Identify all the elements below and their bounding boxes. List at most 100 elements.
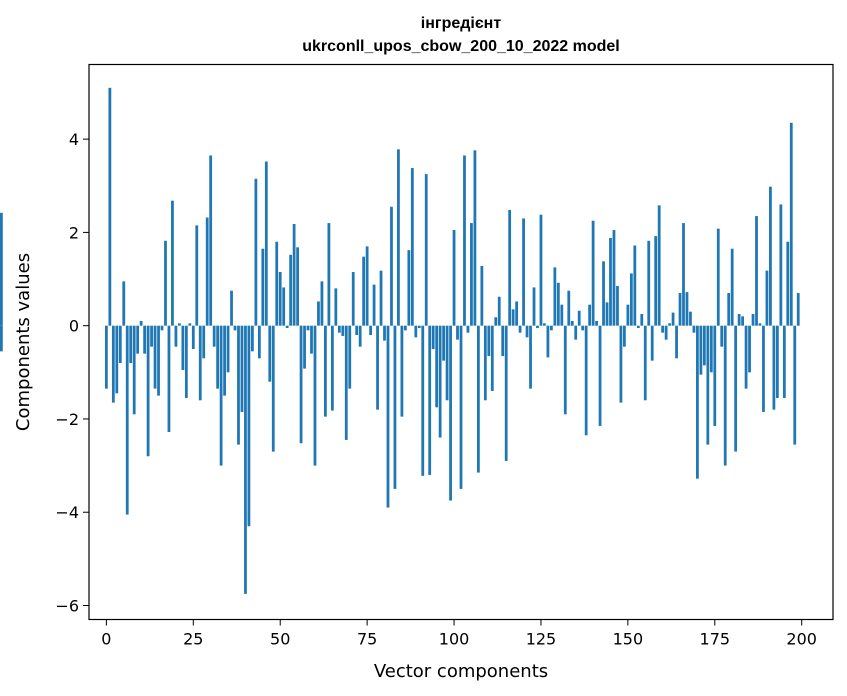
bar [428,325,432,475]
bar [456,325,459,340]
bar [254,178,258,326]
bar [720,325,724,347]
bar [205,217,209,326]
x-tick-label: 50 [270,630,290,649]
bar [702,325,706,366]
bar [636,325,640,329]
plot-frame [88,63,834,621]
bar [449,325,452,501]
x-tick-label: 0 [101,630,111,649]
bar [727,293,731,326]
bar [125,325,129,515]
bar [543,323,546,326]
chart-title: інгредієнт [421,15,502,32]
bar [657,205,661,326]
bar [602,261,605,326]
bar [546,325,550,358]
bar [268,325,272,382]
x-axis: 0 25 50 75 100 125 150 175 200 [101,619,817,649]
bar [421,325,425,476]
y-tick-label: −4 [55,503,79,522]
bar [324,325,327,417]
bar [716,228,720,326]
bar [619,325,623,403]
bar [480,265,484,326]
bar [171,200,174,326]
bar [762,325,765,412]
bar [671,312,675,326]
x-tick-label: 150 [613,630,644,649]
bar [487,325,491,356]
bar [497,296,501,326]
bar [282,287,286,326]
bar [341,325,345,336]
bar [160,325,164,331]
bar [647,240,651,326]
bar [504,325,508,461]
bar [153,325,157,389]
bar [351,272,355,326]
bar [257,325,261,359]
bar [143,325,147,354]
bar [748,325,751,373]
bar [355,325,359,336]
bar [226,325,230,373]
bar [661,325,665,333]
bar [184,325,188,398]
y-tick-label: 4 [69,130,79,149]
bar [310,325,313,354]
bar [473,150,477,326]
bar [132,325,136,415]
bar [212,325,216,347]
bar [612,230,616,326]
bar [539,214,543,326]
bar [317,301,320,326]
bar [442,325,446,361]
bar [782,325,786,398]
bar [459,325,463,489]
bar [769,186,772,326]
bar [278,272,282,326]
bar [668,323,671,326]
bar [675,325,678,359]
bar [490,325,494,391]
bar [605,302,609,326]
bar [536,325,539,329]
bar [0,325,3,352]
bar [397,149,400,326]
y-axis: −6 −4 −2 0 2 4 [55,130,89,616]
bar [511,309,515,326]
bar [682,223,685,326]
bar [494,317,498,326]
bar [786,241,790,326]
bar [692,325,696,333]
bar [178,323,181,326]
bar [118,325,122,363]
bar [525,325,529,338]
bar [330,325,334,411]
bar [556,282,560,326]
bar [779,204,783,326]
bar [737,314,741,326]
bar [313,325,317,466]
bar [609,238,612,326]
bar [452,230,456,326]
bar [431,325,435,349]
bar [219,325,223,466]
x-axis-label: Vector components [374,661,548,682]
bar [755,216,758,326]
y-tick-label: 2 [69,223,79,242]
bar [129,325,133,363]
bar [327,223,331,326]
bar [247,325,251,527]
bar [303,325,306,369]
bar [289,254,293,326]
bar [650,325,654,361]
bar [157,325,160,396]
bar [515,301,519,326]
bar [730,248,734,326]
bar [365,246,369,326]
bar [299,325,303,444]
bar [532,287,536,326]
